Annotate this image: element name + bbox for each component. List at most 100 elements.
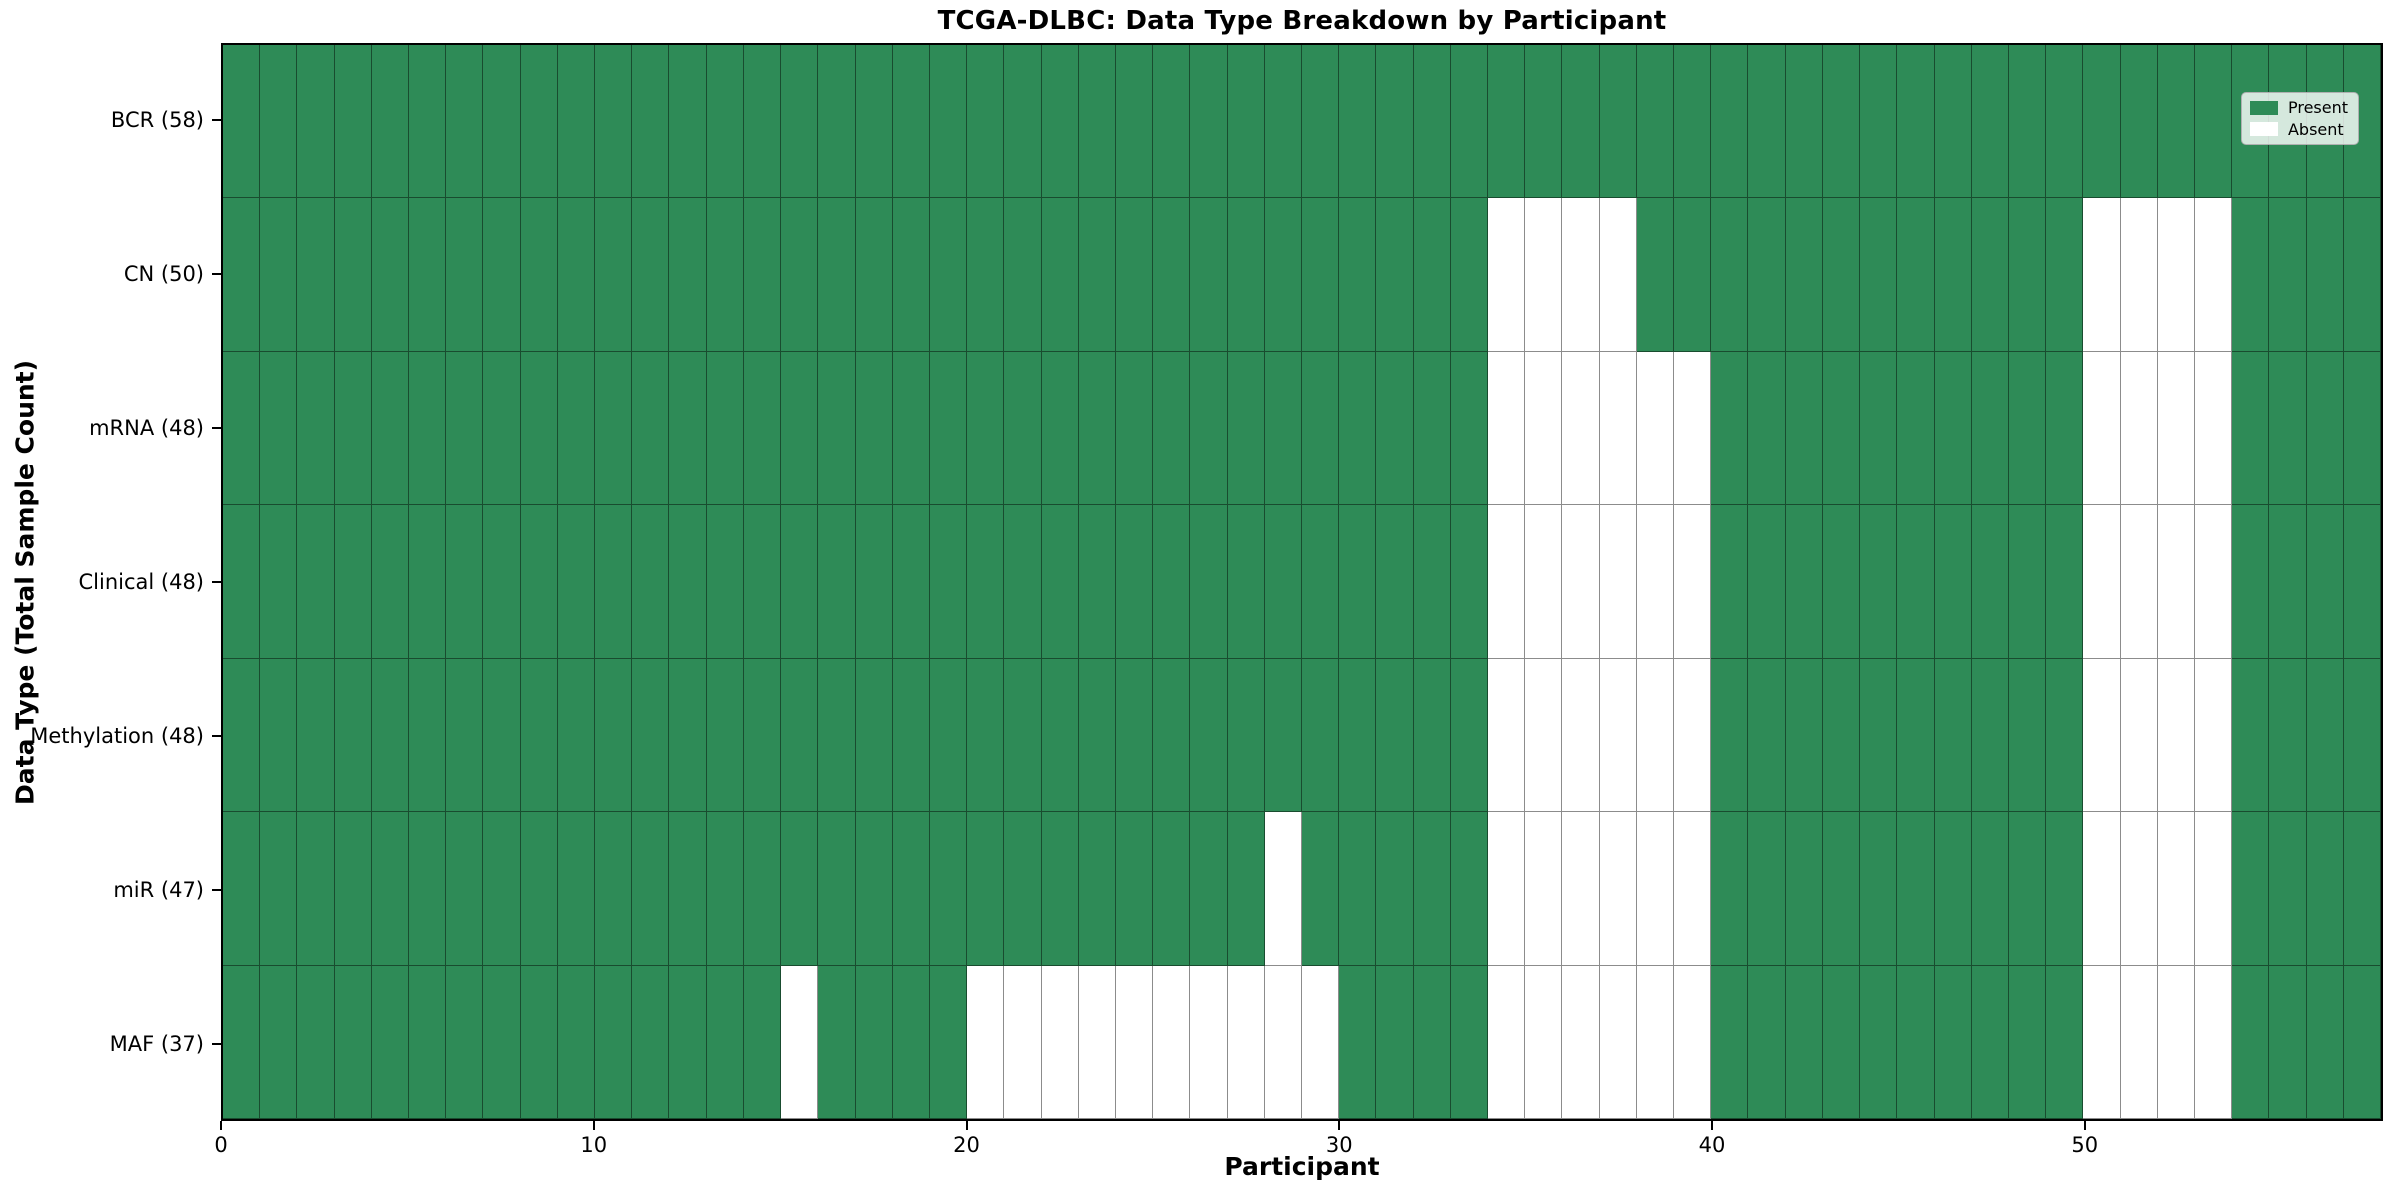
heatmap-cell bbox=[632, 198, 670, 352]
heatmap-cell bbox=[818, 45, 856, 199]
chart-title: TCGA-DLBC: Data Type Breakdown by Partic… bbox=[937, 6, 1667, 36]
x-tick-mark bbox=[220, 1121, 222, 1130]
legend-label-present: Present bbox=[2287, 98, 2348, 117]
heatmap-cell bbox=[1934, 812, 1972, 966]
heatmap-cell bbox=[595, 351, 633, 506]
heatmap-cell bbox=[1004, 965, 1042, 1119]
heatmap-cell bbox=[1822, 658, 1861, 813]
heatmap-cell bbox=[1227, 351, 1265, 506]
heatmap-cell bbox=[1190, 505, 1228, 659]
heatmap-cell bbox=[1599, 351, 1637, 506]
heatmap-cell bbox=[632, 658, 670, 813]
heatmap-cell bbox=[1227, 965, 1265, 1119]
heatmap-cell bbox=[1822, 965, 1861, 1119]
x-tick-mark bbox=[1711, 1121, 1714, 1130]
heatmap-cell bbox=[1153, 351, 1191, 506]
heatmap-cell bbox=[1264, 45, 1302, 199]
heatmap-cell bbox=[1785, 198, 1823, 352]
heatmap-cell bbox=[929, 965, 968, 1119]
heatmap-cell bbox=[1562, 351, 1600, 506]
heatmap-cell bbox=[557, 812, 596, 966]
heatmap-cell bbox=[1190, 45, 1228, 199]
heatmap-cell bbox=[2343, 351, 2381, 506]
heatmap-cell bbox=[2008, 45, 2047, 199]
heatmap-cell bbox=[1264, 351, 1302, 506]
heatmap-cell bbox=[818, 505, 856, 659]
heatmap-cell bbox=[2194, 45, 2233, 199]
heatmap-cell bbox=[1674, 505, 1712, 659]
heatmap-cell bbox=[706, 198, 744, 352]
heatmap-cell bbox=[409, 351, 447, 506]
heatmap-cell bbox=[1339, 351, 1377, 506]
heatmap-cell bbox=[1785, 965, 1823, 1119]
heatmap-cell bbox=[1748, 198, 1786, 352]
heatmap-cell bbox=[1078, 965, 1116, 1119]
heatmap-cell bbox=[1339, 965, 1377, 1119]
heatmap-cell bbox=[1413, 351, 1451, 506]
heatmap-cell bbox=[1971, 812, 2009, 966]
heatmap-cell bbox=[2008, 351, 2047, 506]
heatmap-cell bbox=[1711, 812, 1749, 966]
heatmap-cell bbox=[595, 965, 633, 1119]
heatmap-cell bbox=[1897, 812, 1935, 966]
heatmap-cell bbox=[1413, 965, 1451, 1119]
heatmap-cell bbox=[1078, 658, 1116, 813]
heatmap-cell bbox=[1860, 505, 1898, 659]
y-tick-label: mRNA (48) bbox=[89, 416, 204, 440]
heatmap-cell bbox=[855, 812, 893, 966]
heatmap-cell bbox=[223, 45, 261, 199]
heatmap-cell bbox=[2194, 351, 2233, 506]
heatmap-cell bbox=[2083, 45, 2121, 199]
heatmap-cell bbox=[929, 198, 968, 352]
heatmap-cell bbox=[632, 505, 670, 659]
heatmap-cell bbox=[595, 45, 633, 199]
heatmap-cell bbox=[892, 965, 930, 1119]
heatmap-cell bbox=[223, 351, 261, 506]
x-tick-label: 40 bbox=[1698, 1133, 1726, 1157]
heatmap-cell bbox=[1822, 812, 1861, 966]
heatmap-cell bbox=[706, 812, 744, 966]
heatmap-cell bbox=[595, 198, 633, 352]
heatmap-cell bbox=[1004, 505, 1042, 659]
heatmap-cell bbox=[706, 351, 744, 506]
heatmap-cell bbox=[1264, 812, 1302, 966]
heatmap-cell bbox=[706, 658, 744, 813]
heatmap-cell bbox=[334, 505, 372, 659]
heatmap-cell bbox=[669, 812, 707, 966]
heatmap-cell bbox=[260, 658, 298, 813]
legend-entry-absent: Absent bbox=[2249, 120, 2348, 139]
heatmap-cell bbox=[520, 198, 558, 352]
heatmap-cell bbox=[1711, 198, 1749, 352]
heatmap-cell bbox=[1190, 198, 1228, 352]
heatmap-cell bbox=[260, 965, 298, 1119]
heatmap-cell bbox=[1636, 965, 1675, 1119]
heatmap-cell bbox=[1674, 812, 1712, 966]
heatmap-cell bbox=[1785, 812, 1823, 966]
heatmap-cell bbox=[2232, 965, 2270, 1119]
heatmap-cell bbox=[2306, 505, 2344, 659]
heatmap-cell bbox=[1190, 658, 1228, 813]
heatmap-cell bbox=[892, 351, 930, 506]
heatmap-cell bbox=[557, 505, 596, 659]
heatmap-cell bbox=[1711, 45, 1749, 199]
heatmap-cell bbox=[2046, 812, 2084, 966]
heatmap-cell bbox=[1450, 505, 1489, 659]
heatmap-cell bbox=[1302, 351, 1340, 506]
heatmap-cell bbox=[1785, 658, 1823, 813]
x-tick-label: 0 bbox=[214, 1133, 228, 1157]
heatmap-cell bbox=[334, 45, 372, 199]
heatmap-cell bbox=[1376, 812, 1414, 966]
heatmap-cell bbox=[1860, 965, 1898, 1119]
heatmap-cell bbox=[1525, 658, 1563, 813]
heatmap-cell bbox=[1413, 45, 1451, 199]
heatmap-cell bbox=[1860, 198, 1898, 352]
heatmap-cell bbox=[223, 505, 261, 659]
heatmap-cell bbox=[2157, 965, 2195, 1119]
heatmap-cell bbox=[818, 351, 856, 506]
heatmap-cell bbox=[1636, 351, 1675, 506]
heatmap-cell bbox=[1190, 812, 1228, 966]
heatmap-cell bbox=[892, 812, 930, 966]
heatmap-cell bbox=[669, 45, 707, 199]
heatmap-cell bbox=[557, 45, 596, 199]
